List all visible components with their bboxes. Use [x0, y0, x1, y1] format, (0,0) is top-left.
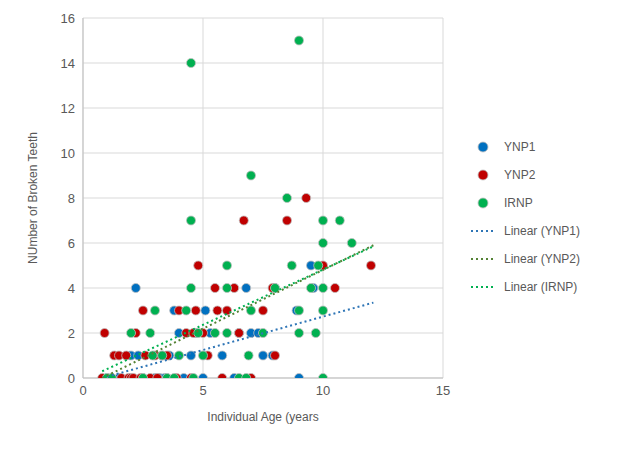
svg-text:15: 15 [436, 383, 450, 398]
html-text:YNP2: YNP2 [504, 168, 536, 182]
svg-text:14: 14 [61, 56, 75, 71]
svg-text:16: 16 [61, 11, 75, 26]
svg-text:4: 4 [68, 281, 75, 296]
html-text:Linear (IRNP): Linear (IRNP) [504, 280, 578, 294]
svg-text:0: 0 [68, 371, 75, 386]
html-text:IRNP: IRNP [504, 196, 533, 210]
svg-text:2: 2 [68, 326, 75, 341]
svg-text:NUmber of Broken Teeth: NUmber of Broken Teeth [26, 132, 40, 264]
svg-text:5: 5 [199, 383, 206, 398]
html-text:Linear (YNP1): Linear (YNP1) [504, 224, 580, 238]
html-text:Linear (YNP2): Linear (YNP2) [504, 252, 580, 266]
svg-text:10: 10 [316, 383, 330, 398]
svg-text:10: 10 [61, 146, 75, 161]
html-text:YNP1: YNP1 [504, 140, 536, 154]
svg-text:12: 12 [61, 101, 75, 116]
svg-text:8: 8 [68, 191, 75, 206]
svg-text:0: 0 [79, 383, 86, 398]
svg-text:Individual Age (years: Individual Age (years [207, 410, 318, 424]
svg-text:6: 6 [68, 236, 75, 251]
